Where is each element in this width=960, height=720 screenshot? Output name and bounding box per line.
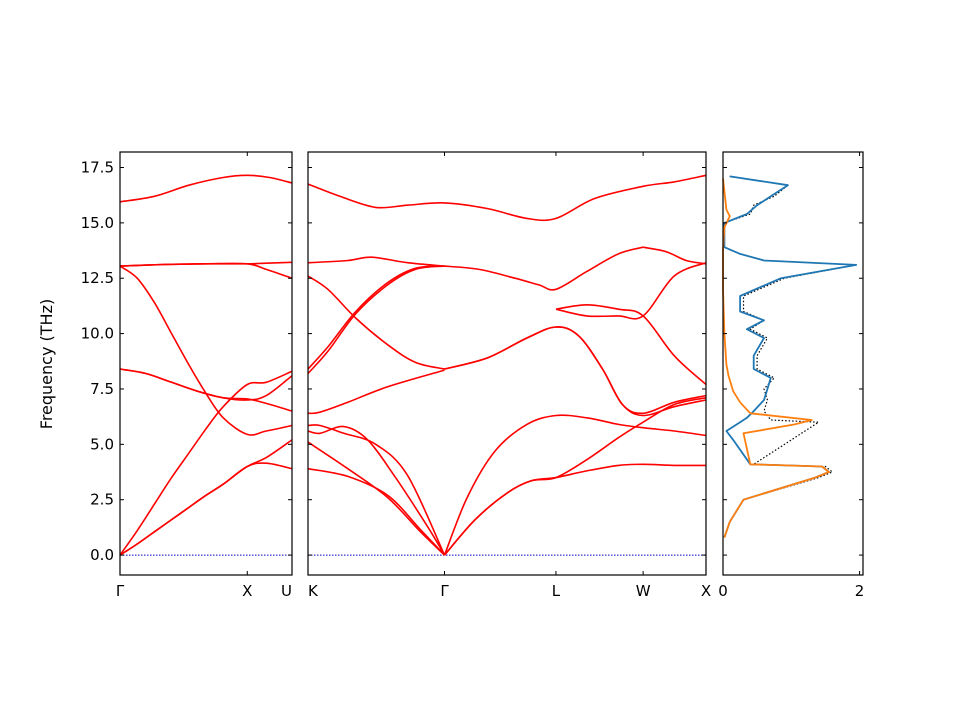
- phonon-branch: [555, 304, 707, 386]
- phonon-branch: [119, 174, 293, 203]
- panel-frame: [119, 151, 293, 576]
- phonon-branch: [307, 424, 446, 556]
- y-axis-label: Frequency (THz): [37, 299, 56, 429]
- phonon-branch: [443, 397, 707, 556]
- x-tick-label: U: [281, 582, 292, 600]
- x-tick-label: X: [242, 582, 252, 600]
- phonon-branch: [119, 370, 293, 556]
- phonon-branch: [119, 439, 293, 556]
- phonon-branch: [307, 369, 445, 415]
- phonon-branch: [307, 441, 446, 556]
- x-tick-label: Γ: [440, 582, 449, 600]
- x-tick-label: Γ: [116, 582, 125, 600]
- phonon-branch: [642, 246, 707, 265]
- panel-frame: [307, 151, 707, 576]
- y-tick-label: 7.5: [90, 380, 114, 398]
- dos-x-tick-label: 0: [718, 582, 728, 600]
- x-tick-label: W: [636, 582, 651, 600]
- x-tick-label: K: [308, 582, 319, 600]
- phonon-branch: [307, 174, 707, 222]
- y-tick-label: 15.0: [81, 214, 114, 232]
- phonon-branch: [119, 462, 293, 556]
- phonon-branch: [307, 467, 446, 556]
- y-tick-label: 10.0: [81, 325, 114, 343]
- x-tick-label: L: [552, 582, 561, 600]
- y-tick-label: 12.5: [81, 269, 114, 287]
- phonon-branch: [119, 368, 293, 412]
- phonon-branch: [307, 275, 445, 370]
- phonon-branch: [307, 265, 445, 375]
- phonon-branch: [307, 265, 445, 370]
- phonon-branch: [555, 261, 707, 320]
- dos-x-tick-label: 2: [855, 582, 865, 600]
- phonon-branch: [119, 262, 293, 279]
- phonon-branch: [444, 326, 707, 417]
- y-tick-label: 5.0: [90, 435, 114, 453]
- dos-frame: [722, 151, 864, 576]
- dos-curve-total: [723, 175, 858, 538]
- phonon-branch: [443, 463, 707, 556]
- phonon-branch: [444, 246, 644, 291]
- dos-curve-dotted: [723, 175, 857, 538]
- phonon-branch: [307, 256, 445, 267]
- y-tick-label: 0.0: [90, 546, 114, 564]
- phonon-branch: [443, 414, 707, 556]
- phonon-branch: [444, 326, 707, 415]
- panel-gamma-x-u: 0.0 2.5 5.0 7.5 10.0 12.5 15.0 17.5 Γ X U: [81, 151, 293, 600]
- dos-curve-partial: [722, 178, 830, 538]
- y-tick-label: 2.5: [90, 491, 114, 509]
- y-tick-label: 17.5: [81, 159, 114, 177]
- phonon-branch: [119, 265, 293, 436]
- x-tick-label: X: [701, 582, 711, 600]
